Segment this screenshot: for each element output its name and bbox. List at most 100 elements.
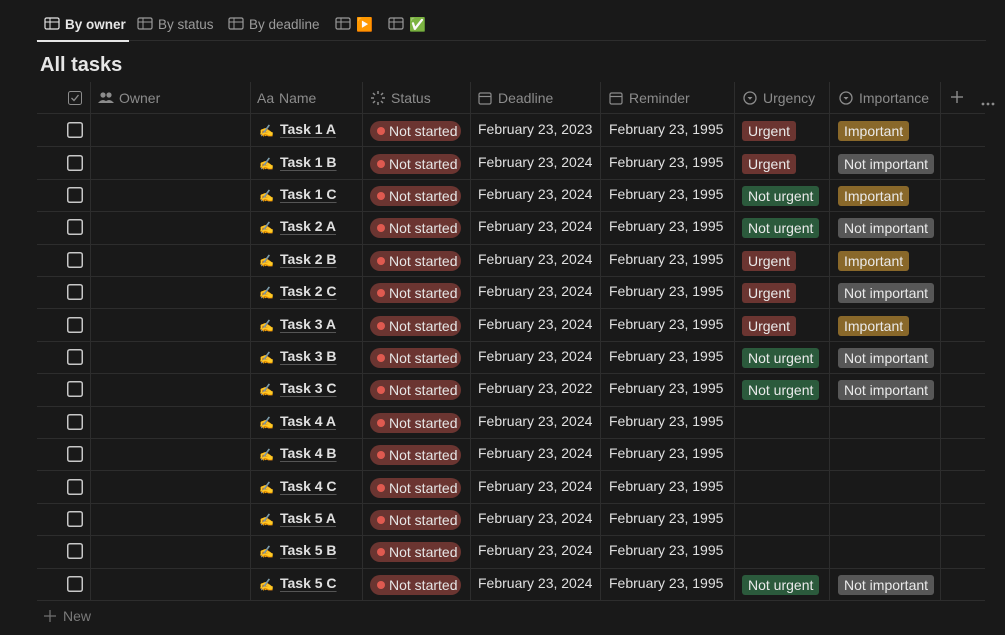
status-pill: Not started bbox=[370, 316, 461, 336]
deadline-icon bbox=[478, 91, 492, 105]
row-checkbox[interactable] bbox=[67, 543, 83, 559]
row-checkbox[interactable] bbox=[67, 349, 83, 365]
status-pill: Not started bbox=[370, 121, 461, 141]
status-pill: Not started bbox=[370, 348, 461, 368]
status-dot bbox=[377, 224, 385, 232]
view-tab[interactable]: By deadline bbox=[249, 17, 320, 32]
urgency-tag: Urgent bbox=[742, 283, 797, 303]
row-checkbox-svg bbox=[67, 446, 83, 462]
status-dot bbox=[377, 289, 385, 297]
tab-underline bbox=[37, 40, 129, 42]
task-name[interactable]: Task 5 A bbox=[280, 510, 337, 526]
new-row[interactable]: New bbox=[63, 608, 92, 624]
row-icon: ✍️ bbox=[259, 481, 274, 495]
urgency-tag: Urgent bbox=[742, 251, 797, 271]
importance-tag: Not important bbox=[838, 380, 935, 400]
status-icon bbox=[370, 90, 386, 106]
column-header: Urgency bbox=[763, 90, 816, 106]
view-tab[interactable]: ✅ bbox=[409, 17, 426, 32]
row-checkbox[interactable] bbox=[67, 576, 83, 592]
view-tab[interactable]: By status bbox=[158, 17, 214, 32]
tab-icon-svg bbox=[228, 17, 244, 30]
urgency-tag: Not urgent bbox=[742, 218, 820, 238]
row-checkbox-svg bbox=[67, 511, 83, 527]
status-pill: Not started bbox=[370, 445, 461, 465]
task-name[interactable]: Task 1 C bbox=[280, 186, 337, 202]
task-name[interactable]: Task 5 C bbox=[280, 575, 337, 591]
column-line bbox=[940, 82, 941, 600]
reminder: February 23, 1995 bbox=[609, 316, 724, 332]
row-line bbox=[37, 470, 985, 471]
task-name[interactable]: Task 3 C bbox=[280, 380, 337, 396]
row-checkbox[interactable] bbox=[67, 187, 83, 203]
importance-icon bbox=[839, 91, 853, 105]
row-line bbox=[37, 341, 985, 342]
reminder: February 23, 1995 bbox=[609, 380, 724, 396]
row-icon: ✍️ bbox=[259, 416, 274, 430]
row-icon: ✍️ bbox=[259, 383, 274, 397]
status-dot bbox=[377, 451, 385, 459]
task-name[interactable]: Task 5 B bbox=[280, 542, 337, 558]
row-line bbox=[37, 568, 985, 569]
view-tab[interactable]: ▶️ bbox=[356, 17, 373, 32]
row-checkbox[interactable] bbox=[67, 122, 83, 138]
add-column-svg bbox=[951, 91, 963, 103]
row-checkbox[interactable] bbox=[67, 284, 83, 300]
importance-tag: Not important bbox=[838, 348, 935, 368]
deadline: February 23, 2024 bbox=[478, 154, 593, 170]
row-checkbox-svg bbox=[67, 187, 83, 203]
task-name[interactable]: Task 1 A bbox=[280, 121, 337, 137]
row-checkbox-svg bbox=[67, 317, 83, 333]
row-checkbox[interactable] bbox=[67, 414, 83, 430]
owner-icon-svg bbox=[98, 92, 114, 103]
task-name[interactable]: Task 4 B bbox=[280, 445, 337, 461]
status-dot bbox=[377, 127, 385, 135]
row-icon: ✍️ bbox=[259, 286, 274, 300]
importance-tag: Important bbox=[838, 251, 910, 271]
task-name[interactable]: Task 2 A bbox=[280, 218, 337, 234]
row-checkbox-svg bbox=[67, 349, 83, 365]
row-line bbox=[37, 438, 985, 439]
task-name[interactable]: Task 2 B bbox=[280, 251, 337, 267]
task-name[interactable]: Task 1 B bbox=[280, 154, 337, 170]
row-checkbox[interactable] bbox=[67, 381, 83, 397]
column-line bbox=[470, 82, 471, 600]
row-checkbox[interactable] bbox=[67, 317, 83, 333]
row-checkbox-svg bbox=[67, 543, 83, 559]
reminder: February 23, 1995 bbox=[609, 413, 724, 429]
deadline: February 23, 2024 bbox=[478, 542, 593, 558]
row-checkbox[interactable] bbox=[67, 252, 83, 268]
importance-tag: Important bbox=[838, 316, 910, 336]
column-line bbox=[734, 82, 735, 600]
status-pill: Not started bbox=[370, 380, 461, 400]
urgency-tag: Not urgent bbox=[742, 575, 820, 595]
row-checkbox[interactable] bbox=[67, 219, 83, 235]
task-name[interactable]: Task 4 C bbox=[280, 478, 337, 494]
importance-tag: Important bbox=[838, 121, 910, 141]
importance-tag: Not important bbox=[838, 283, 935, 303]
row-checkbox[interactable] bbox=[67, 446, 83, 462]
row-icon: ✍️ bbox=[259, 124, 274, 138]
reminder: February 23, 1995 bbox=[609, 283, 724, 299]
more-menu[interactable] bbox=[981, 94, 995, 106]
row-checkbox[interactable] bbox=[67, 479, 83, 495]
importance-tag: Not important bbox=[838, 218, 935, 238]
reminder: February 23, 1995 bbox=[609, 445, 724, 461]
task-name[interactable]: Task 3 B bbox=[280, 348, 337, 364]
task-name[interactable]: Task 2 C bbox=[280, 283, 337, 299]
column-line bbox=[829, 82, 830, 600]
status-dot bbox=[377, 516, 385, 524]
status-dot bbox=[377, 581, 385, 589]
add-column[interactable] bbox=[950, 90, 964, 104]
row-icon: ✍️ bbox=[259, 513, 274, 527]
status-pill: Not started bbox=[370, 251, 461, 271]
task-name[interactable]: Task 4 A bbox=[280, 413, 337, 429]
view-tab[interactable]: By owner bbox=[65, 17, 126, 32]
row-checkbox-svg bbox=[67, 479, 83, 495]
row-checkbox[interactable] bbox=[67, 155, 83, 171]
tab-icon bbox=[228, 17, 244, 30]
task-name[interactable]: Task 3 A bbox=[280, 316, 337, 332]
row-checkbox[interactable] bbox=[67, 511, 83, 527]
owner-icon bbox=[98, 91, 114, 105]
